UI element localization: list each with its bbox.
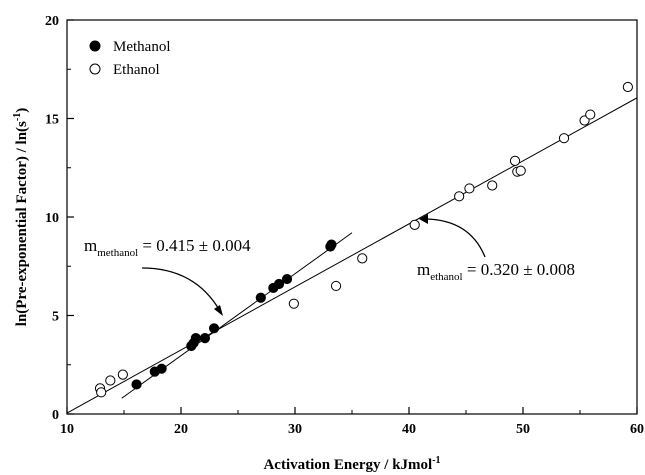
y-tick-label: 15 — [45, 113, 59, 128]
data-point-ethanol — [558, 133, 570, 144]
x-tick-label: 20 — [174, 422, 188, 437]
data-point-methanol — [208, 323, 220, 334]
data-point-methanol — [255, 292, 266, 303]
x-tick-label: 60 — [630, 422, 644, 437]
axis-tick-labels: 10 20 30 40 50 60 0 5 10 15 20 — [45, 14, 644, 437]
annotation-methanol-text: mmethanol = 0.415 ± 0.004 — [84, 236, 251, 259]
y-tick-label: 0 — [52, 408, 59, 423]
fit-line-ethanol — [66, 97, 638, 414]
axis-ticks — [66, 19, 638, 415]
data-point-ethanol — [622, 81, 633, 93]
data-point-ethanol — [96, 387, 107, 398]
x-tick-label: 40 — [402, 422, 416, 437]
data-point-ethanol — [585, 109, 596, 120]
annotation-methanol-arrowhead — [214, 305, 223, 316]
y-tick-label: 20 — [45, 14, 59, 29]
y-tick-label: 10 — [45, 211, 59, 226]
x-tick-label: 10 — [60, 422, 74, 437]
data-point-ethanol — [487, 180, 498, 191]
data-point-methanol — [156, 363, 167, 374]
data-points — [94, 81, 633, 398]
annotation-methanol-slope: mmethanol = 0.415 ± 0.004 — [84, 236, 251, 316]
data-point-ethanol — [515, 165, 526, 176]
annotation-ethanol-arrowhead — [419, 214, 428, 224]
data-point-ethanol — [105, 375, 116, 386]
annotation-ethanol-text: methanol = 0.320 ± 0.008 — [417, 260, 575, 283]
data-point-ethanol — [330, 280, 342, 292]
data-point-methanol — [199, 333, 211, 344]
data-point-methanol — [273, 278, 285, 290]
data-point-methanol — [190, 333, 201, 344]
x-tick-label: 50 — [516, 422, 530, 437]
y-tick-label: 5 — [52, 310, 59, 325]
x-axis-title: Activation Energy / kJmol-1 — [263, 455, 440, 473]
annotation-methanol-arrow — [141, 267, 221, 312]
data-point-methanol — [131, 379, 142, 390]
data-point-ethanol — [288, 298, 299, 309]
data-point-methanol — [326, 239, 337, 250]
legend-marker-ethanol — [89, 63, 101, 75]
y-axis-title: ln(Pre-exponential Factor) / ln(s-1) — [12, 108, 30, 326]
data-point-methanol — [281, 273, 293, 285]
data-point-ethanol — [464, 183, 475, 194]
data-point-ethanol — [117, 369, 128, 380]
data-point-ethanol — [357, 253, 368, 264]
annotation-ethanol-slope: methanol = 0.320 ± 0.008 — [417, 214, 575, 283]
fit-lines — [66, 97, 638, 414]
data-point-ethanol — [509, 155, 521, 166]
legend-label-ethanol: Ethanol — [113, 62, 160, 78]
plot-frame — [66, 19, 638, 415]
data-point-ethanol — [454, 191, 465, 202]
legend-marker-methanol — [89, 40, 101, 52]
annotation-ethanol-arrow — [425, 218, 486, 258]
data-point-ethanol — [409, 219, 420, 230]
legend: Methanol Ethanol — [89, 39, 171, 78]
legend-label-methanol: Methanol — [113, 39, 171, 55]
x-tick-label: 30 — [288, 422, 302, 437]
